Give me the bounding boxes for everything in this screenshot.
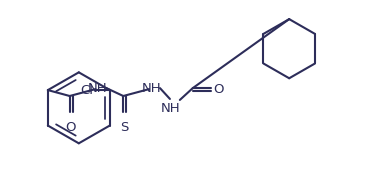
Text: NH: NH	[88, 82, 107, 95]
Text: O: O	[213, 83, 224, 96]
Text: NH: NH	[161, 102, 181, 115]
Text: O: O	[66, 121, 76, 134]
Text: S: S	[120, 121, 128, 134]
Text: Cl: Cl	[80, 84, 93, 97]
Text: NH: NH	[141, 82, 161, 95]
